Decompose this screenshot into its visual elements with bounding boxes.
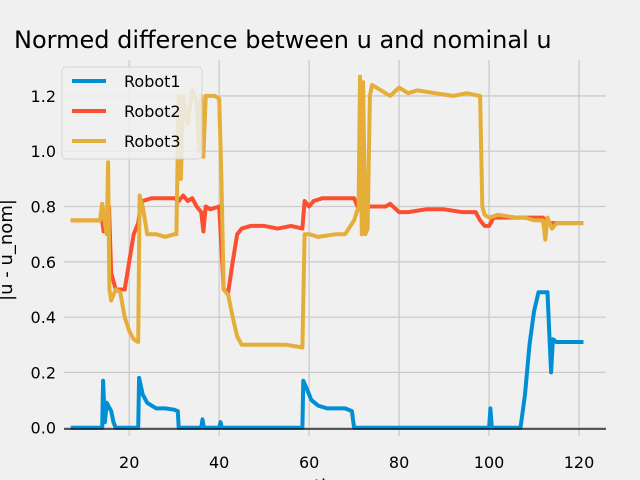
y-tick-label: 0.4 <box>31 308 56 327</box>
legend-label-robot3: Robot3 <box>124 132 181 151</box>
y-tick-label: 0.0 <box>31 419 56 438</box>
y-tick-label: 0.8 <box>31 198 56 217</box>
series-line-robot2 <box>70 193 584 295</box>
y-tick-label: 1.0 <box>31 142 56 161</box>
grid <box>64 60 606 436</box>
legend-box <box>61 66 203 160</box>
x-tick-label: 60 <box>299 453 319 472</box>
y-tick-label: 0.2 <box>31 363 56 382</box>
chart-title: Normed difference between u and nominal … <box>14 26 552 54</box>
legend: Robot1 Robot2 Robot3 <box>61 66 203 160</box>
x-tick-labels: 20 40 60 80 100 120 <box>119 453 594 472</box>
y-tick-label: 1.2 <box>31 87 56 106</box>
x-tick-label: 20 <box>119 453 139 472</box>
y-tick-label: 0.6 <box>31 253 56 272</box>
x-tick-label: 80 <box>389 453 409 472</box>
series-line-robot3 <box>70 74 584 350</box>
x-tick-label: 40 <box>209 453 229 472</box>
y-axis-label: |u - u_nom| <box>0 199 17 301</box>
legend-label-robot1: Robot1 <box>124 72 181 91</box>
legend-label-robot2: Robot2 <box>124 102 181 121</box>
x-axis-label: ti <box>314 476 326 480</box>
x-tick-label: 100 <box>474 453 505 472</box>
y-tick-labels: 0.0 0.2 0.4 0.6 0.8 1.0 1.2 <box>31 87 56 438</box>
series-line-robot1 <box>70 290 584 430</box>
x-tick-label: 120 <box>564 453 595 472</box>
series-lines <box>70 74 584 430</box>
